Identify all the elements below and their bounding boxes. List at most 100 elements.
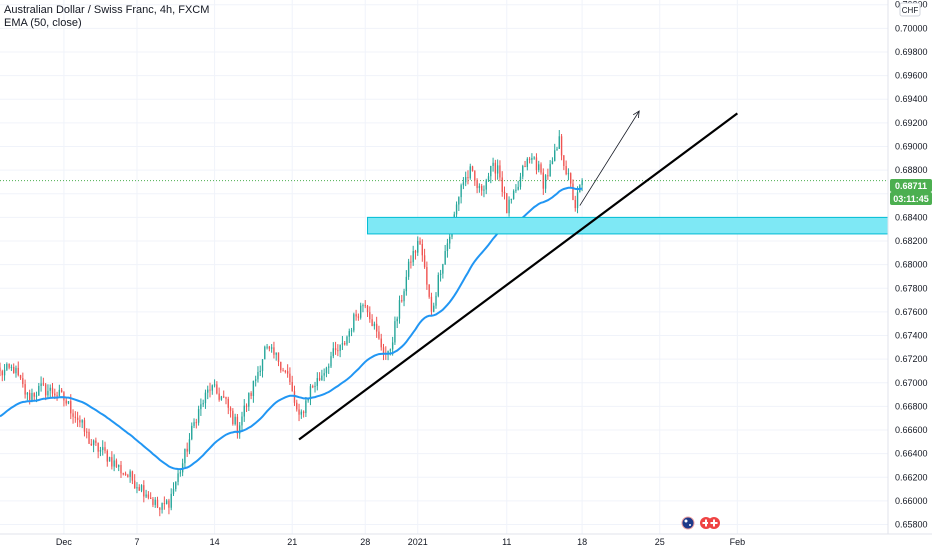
candle-body (282, 370, 284, 372)
currency-button-label: CHF (902, 6, 919, 15)
candle (216, 381, 218, 395)
candle (261, 359, 264, 378)
candle (175, 481, 177, 492)
price-tick-label: 0.69800 (895, 47, 928, 57)
candle (124, 471, 127, 476)
candle-body (136, 487, 138, 489)
candle-body (102, 447, 104, 451)
candle (170, 488, 172, 511)
candle (362, 303, 364, 313)
candle-body (40, 383, 42, 386)
candle (140, 484, 143, 493)
candle (218, 387, 220, 402)
candle-body (391, 342, 394, 350)
event-markers[interactable] (681, 516, 720, 530)
candle (213, 379, 216, 388)
candle-body (396, 318, 398, 322)
candle-body (195, 422, 198, 424)
countdown-badge (890, 192, 932, 205)
candle-body (499, 165, 501, 178)
symbol-title[interactable]: Australian Dollar / Swiss Franc, 4h, FXC… (4, 4, 210, 16)
candle-body (165, 500, 168, 505)
support-zone-rectangle[interactable] (367, 216, 889, 235)
candle-body (581, 180, 583, 186)
candle (314, 381, 316, 393)
candle-body (512, 190, 515, 199)
last-price-label: 0.68711 (895, 181, 927, 191)
candle (161, 502, 163, 514)
candle (273, 341, 275, 359)
candle (492, 157, 494, 172)
candle (337, 344, 339, 357)
candle (17, 361, 19, 377)
indicator-label[interactable]: EMA (50, close) (4, 17, 82, 29)
candle-body (127, 475, 129, 477)
candle-body (501, 177, 503, 192)
candle-body (485, 180, 487, 190)
countdown-label: 03:11:45 (893, 194, 929, 204)
candle-body (204, 392, 207, 404)
candle-body (339, 344, 341, 351)
price-tick-label: 0.69400 (895, 94, 928, 104)
candle (284, 369, 287, 374)
price-tick-label: 0.66400 (895, 449, 928, 459)
price-tick-label: 0.67000 (895, 378, 928, 388)
candle (266, 343, 268, 350)
candle (95, 437, 97, 446)
australia-flag-icon[interactable] (681, 516, 695, 530)
price-tick-label: 0.67800 (895, 283, 928, 293)
candle-body (506, 193, 508, 214)
candle (442, 263, 444, 279)
candle (40, 376, 42, 392)
time-tick-label: 2021 (408, 537, 428, 547)
candle (149, 492, 152, 500)
candle (387, 350, 389, 361)
candle (136, 482, 138, 494)
candle-body (76, 417, 79, 420)
candle-body (563, 155, 565, 167)
candle (227, 396, 229, 415)
ema-line (0, 186, 583, 471)
candle-body (88, 431, 90, 444)
candle (344, 340, 346, 346)
candle-body (435, 295, 437, 306)
candle (419, 237, 421, 245)
candle (248, 392, 250, 411)
candle-body (193, 422, 195, 426)
candle-body (67, 401, 70, 404)
candle-body (547, 175, 549, 177)
candle (353, 312, 355, 333)
drawing-tools[interactable] (298, 110, 889, 441)
ascending-trendline[interactable] (298, 112, 738, 441)
candle (519, 172, 522, 190)
candle-body (346, 336, 348, 345)
candle-body (410, 261, 412, 263)
price-tick-label: 0.67600 (895, 307, 928, 317)
candle (264, 345, 266, 360)
candle-body (79, 419, 81, 423)
candle-body (227, 398, 229, 408)
candle-body (15, 367, 17, 374)
candle (168, 498, 170, 515)
projection-arrow[interactable] (579, 110, 640, 206)
currency-button[interactable]: CHF (899, 2, 921, 17)
candle (145, 489, 147, 499)
candle (204, 389, 207, 409)
candlestick-series (0, 130, 583, 517)
candle (574, 195, 576, 212)
price-axis[interactable]: 0.702000.700000.698000.696000.694000.692… (887, 0, 932, 550)
candle (106, 449, 108, 467)
candle (92, 439, 95, 453)
switzerland-flag-icon[interactable] (700, 517, 720, 529)
candle-body (168, 500, 170, 508)
price-tick-label: 0.69200 (895, 118, 928, 128)
candle-body (366, 305, 369, 313)
time-axis[interactable]: Dec 7 14 21 28 2021 11 18 25 Feb (0, 533, 932, 547)
candle-body (239, 425, 241, 434)
candle (236, 413, 239, 439)
candle-body (305, 400, 307, 414)
candle-body (375, 323, 378, 332)
candle (122, 472, 124, 476)
candle-body (72, 413, 74, 417)
